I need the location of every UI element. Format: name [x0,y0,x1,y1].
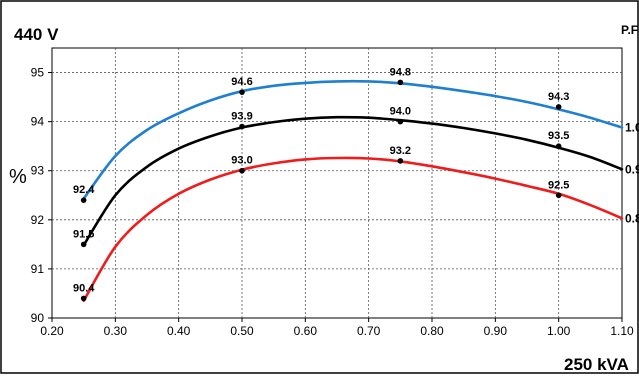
data-point [239,167,245,174]
data-label: 91.5 [73,228,94,240]
series-0-9: 91.5 93.9 94.0 93.5 0.9 [73,106,639,248]
data-point [397,79,404,86]
series-line [82,115,624,247]
x-tick-label: 0.40 [167,324,191,338]
series-0-8: 90.4 93.0 93.2 92.5 0.8 [73,145,639,303]
x-tick-label: 0.90 [484,324,508,338]
legend-title: P.F [621,23,638,37]
y-tick-label: 94 [31,115,45,129]
data-point [80,295,87,302]
data-label: 94.8 [390,66,411,78]
legend-entry: 1.0 [625,121,639,135]
y-axis-label: % [9,166,27,188]
data-point [80,197,87,203]
series-layer: 92.494.694.894.31.091.593.9 94.093.50.990… [73,66,639,303]
grid-layer [51,47,623,319]
data-point [239,89,245,95]
series-line [82,156,624,303]
y-tick-label: 90 [31,311,45,325]
data-point [397,158,404,164]
y-tick-label: 92 [31,213,45,227]
x-tick-label: 0.30 [104,324,128,338]
data-label: 92.4 [73,184,95,196]
x-tick-label: 0.70 [357,324,381,338]
x-tick-label: 0.80 [420,324,444,338]
data-label: 94.6 [231,76,252,88]
data-label: 92.5 [548,179,569,191]
y-tick-label: 93 [31,164,45,178]
x-tick-label: 1.00 [547,324,571,338]
data-label: 94.3 [548,91,569,103]
x-tick-label: 0.50 [230,324,254,338]
data-label: 90.4 [73,282,95,294]
data-label: 93.5 [548,130,569,142]
data-point [397,118,404,125]
y-tick-label: 91 [31,262,45,276]
x-axis-label: 250 kVA [564,355,629,374]
legend-entry: 0.8 [625,211,639,225]
y-tick-label: 95 [31,66,45,80]
data-label: 93.2 [390,145,411,157]
chart-title: 440 V [14,25,59,44]
data-point [555,143,562,149]
series-line [82,79,624,200]
data-label: 93.0 [231,155,252,167]
legend-entry: 0.9 [625,162,639,176]
data-point [555,192,562,199]
data-point [239,123,245,130]
x-tick-label: 0.60 [294,324,318,338]
data-point [80,241,87,248]
series-1-0: 92.4 94.6 94.8 94.3 1.0 [73,66,639,203]
data-label: 94.0 [390,106,411,118]
axis-layer: 0.20 0.30 0.40 0.50 0.60 0.70 0.80 0.90 1.00 1.10… [31,66,634,338]
x-tick-label: 1.10 [610,324,634,338]
data-label: 93.9 [231,111,252,123]
plot-area [51,47,623,319]
x-tick-label: 0.20 [40,324,64,338]
data-point [555,104,562,110]
